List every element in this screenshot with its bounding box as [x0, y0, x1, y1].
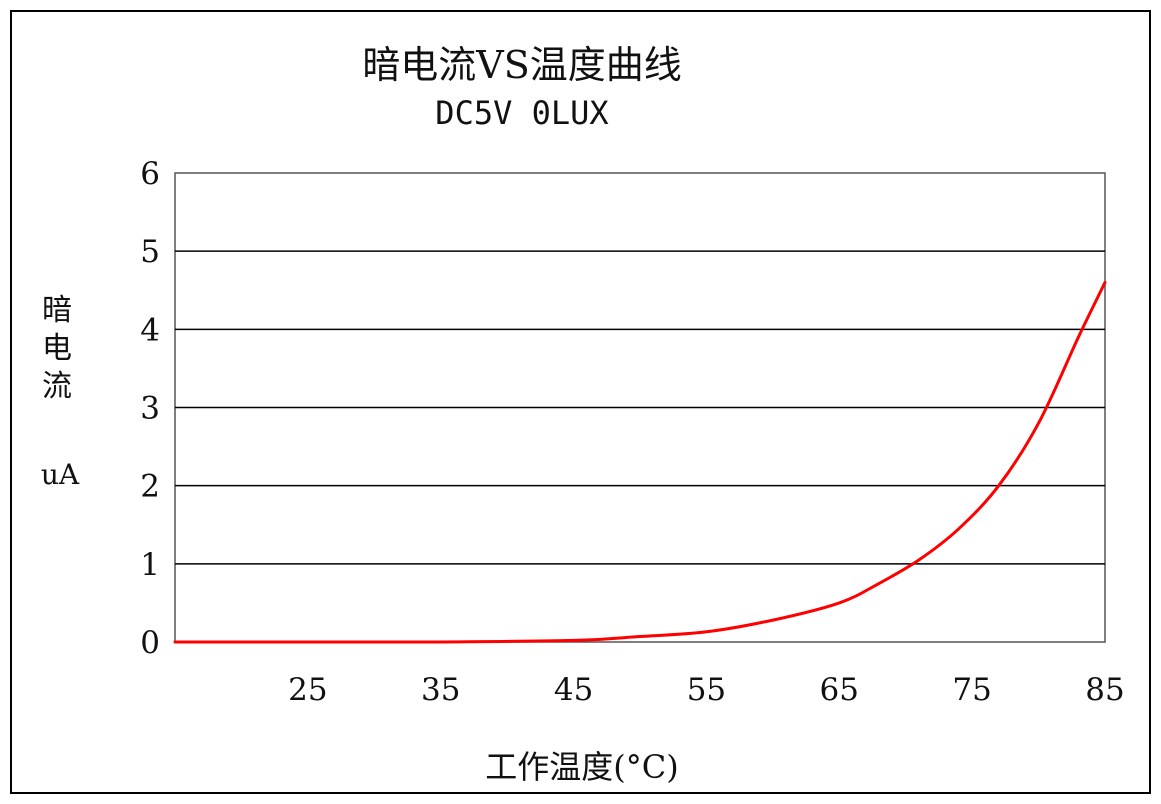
data-point: [705, 630, 708, 634]
data-point: [638, 635, 642, 638]
data-point: [957, 527, 961, 530]
y-tick-label: 1: [140, 547, 160, 583]
series-layer: [173, 280, 1107, 644]
y-axis-label-char-2: 电: [42, 331, 72, 366]
y-tick-label: 0: [140, 625, 160, 661]
grid-lines: [175, 250, 1105, 565]
data-point: [1077, 335, 1080, 339]
y-axis-label-char-3: 流: [42, 369, 72, 404]
dark-current-curve: [173, 280, 1107, 644]
data-point: [306, 640, 310, 644]
data-point: [173, 640, 177, 644]
data-point: [439, 640, 442, 644]
y-tick-label: 6: [140, 156, 160, 192]
data-point: [1103, 281, 1107, 284]
data-point: [917, 558, 921, 562]
x-tick-labels: 25 35 45 55 65 75 85: [288, 672, 1125, 708]
y-axis-label-char-1: 暗: [42, 293, 72, 328]
chart-subtitle: DC5V 0LUX: [435, 94, 608, 132]
data-point: [997, 484, 1000, 487]
data-point: [838, 601, 841, 605]
x-tick-label: 25: [288, 672, 327, 708]
x-tick-label: 35: [421, 672, 460, 708]
x-tick-label: 55: [687, 672, 726, 708]
y-tick-label: 2: [140, 469, 160, 505]
y-tick-labels: 0 1 2 3 4 5 6: [140, 156, 160, 661]
x-tick-label: 85: [1085, 672, 1124, 708]
chart-title: 暗电流VS温度曲线: [362, 43, 681, 87]
data-point: [771, 618, 775, 622]
y-tick-label: 4: [140, 312, 160, 348]
data-point: [1037, 421, 1040, 425]
x-tick-label: 65: [820, 672, 859, 708]
y-tick-label: 5: [140, 234, 160, 270]
y-tick-label: 3: [140, 391, 160, 427]
y-axis-unit: uA: [41, 458, 80, 491]
data-point: [572, 639, 575, 642]
x-axis-label: 工作温度(°C): [485, 748, 678, 786]
x-tick-label: 75: [952, 672, 991, 708]
x-tick-label: 45: [554, 672, 593, 708]
data-point: [877, 582, 881, 585]
